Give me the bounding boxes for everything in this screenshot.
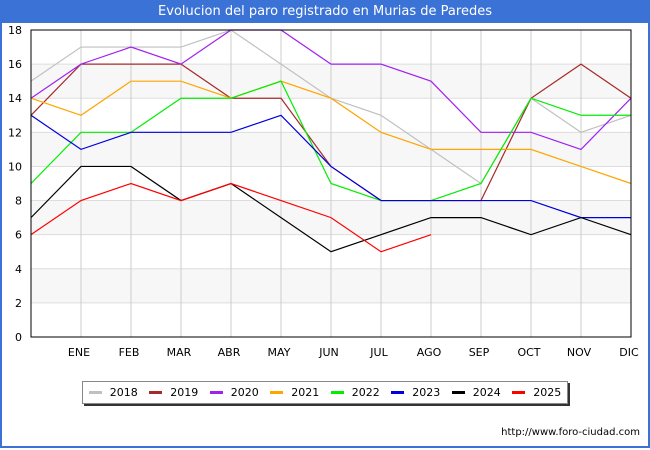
series-line-2023 <box>30 114 631 219</box>
legend-swatch-icon <box>270 391 284 394</box>
legend-item-2024: 2024 <box>451 386 501 399</box>
y-tick-label: 12 <box>8 126 22 139</box>
legend-item-2022: 2022 <box>330 386 380 399</box>
x-tick-label: MAR <box>167 346 192 359</box>
y-axis-ticks: 0 2 4 6 8 10 12 14 16 18 <box>8 24 22 344</box>
x-tick-label: SEP <box>469 346 490 359</box>
y-tick-label: 4 <box>15 263 22 276</box>
source-link[interactable]: http://www.foro-ciudad.com <box>501 427 640 438</box>
series-line-2025 <box>30 182 432 253</box>
legend-label: 2025 <box>533 386 562 399</box>
legend-item-2019: 2019 <box>149 386 198 399</box>
x-tick-label: AGO <box>417 346 442 359</box>
legend-label: 2018 <box>109 386 138 399</box>
legend-swatch-icon <box>512 391 526 394</box>
legend-item-2021: 2021 <box>270 386 319 399</box>
y-tick-label: 16 <box>8 58 22 71</box>
legend-item-2025: 2025 <box>512 386 561 399</box>
legend-label: 2020 <box>230 386 259 399</box>
legend-label: 2022 <box>351 386 380 399</box>
legend-label: 2024 <box>472 386 501 399</box>
y-tick-label: 14 <box>8 92 22 105</box>
legend-label: 2023 <box>412 386 441 399</box>
x-tick-label: ABR <box>218 346 241 359</box>
y-tick-label: 0 <box>15 331 22 344</box>
legend: 2018 2019 2020 2021 2022 2023 2024 2025 <box>82 381 568 404</box>
plot-border <box>30 29 632 338</box>
data-series-lines <box>30 29 632 253</box>
legend-swatch-icon <box>149 391 163 394</box>
y-tick-label: 2 <box>15 297 22 310</box>
y-tick-label: 18 <box>8 24 22 37</box>
legend-label: 2021 <box>291 386 320 399</box>
y-tick-label: 10 <box>8 160 22 173</box>
series-line-2020 <box>30 29 632 151</box>
x-tick-label: DIC <box>619 346 639 359</box>
x-tick-label: JUL <box>369 346 388 359</box>
legend-swatch-icon <box>451 391 465 394</box>
x-tick-label: ENE <box>68 346 90 359</box>
x-tick-label: JUN <box>318 346 339 359</box>
x-tick-label: MAY <box>268 346 291 359</box>
x-tick-label: FEB <box>119 346 140 359</box>
x-axis-ticks: ENE FEB MAR ABR MAY JUN JUL AGO SEP OCT NOV DIC <box>68 346 639 359</box>
legend-swatch-icon <box>330 391 344 394</box>
legend-item-2023: 2023 <box>391 386 440 399</box>
y-tick-label: 8 <box>15 195 22 208</box>
line-chart-plot: 0 2 4 6 8 10 12 14 16 18 ENE FEB MAR ABR MAY JUN JUL AGO… <box>8 24 639 359</box>
legend-item-2018: 2018 <box>88 386 138 399</box>
x-tick-label: OCT <box>517 346 540 359</box>
series-line-2021 <box>30 80 632 185</box>
legend-swatch-icon <box>88 391 102 394</box>
legend-label: 2019 <box>170 386 199 399</box>
x-tick-label: NOV <box>567 346 592 359</box>
series-line-2024 <box>30 165 632 253</box>
legend-swatch-icon <box>391 391 405 394</box>
y-tick-label: 6 <box>15 229 22 242</box>
legend-swatch-icon <box>209 391 223 394</box>
legend-item-2020: 2020 <box>209 386 259 399</box>
chart-title: Evolucion del paro registrado en Murias … <box>0 0 650 23</box>
